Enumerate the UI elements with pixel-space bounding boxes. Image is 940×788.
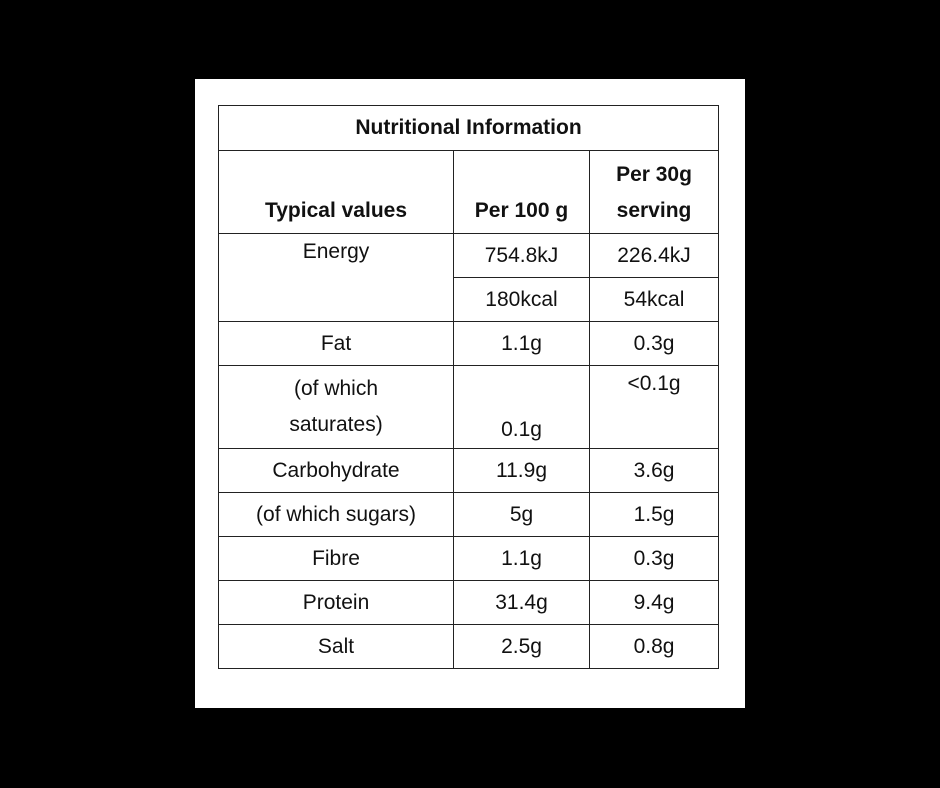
nutrient-value: 0.3g: [588, 321, 720, 366]
nutrient-value: 3.6g: [588, 448, 720, 493]
nutrient-value: 0.3g: [588, 536, 720, 581]
nutrient-value: 1.5g: [588, 492, 720, 537]
table-title: Nutritional Information: [217, 105, 720, 151]
nutrient-name: Fat: [218, 321, 454, 366]
nutrition-table: Nutritional Information Typical values Pe…: [217, 105, 720, 669]
nutrient-name: Carbohydrate: [218, 448, 454, 493]
column-header: Per 100 g: [453, 150, 590, 234]
nutrient-value: 31.4g: [453, 580, 590, 625]
nutrient-name: Salt: [218, 624, 454, 669]
nutrient-value: 1.1g: [453, 536, 590, 581]
nutrient-value: 5g: [453, 492, 590, 537]
nutrient-value: 226.4kJ: [588, 233, 720, 278]
nutrient-row: Carbohydrate 11.9g 3.6g: [218, 448, 720, 493]
nutrient-value: <0.1g: [588, 365, 720, 449]
nutrient-row: Fibre 1.1g 0.3g: [218, 536, 720, 581]
nutrient-row: Protein 31.4g 9.4g: [218, 580, 720, 625]
label-panel: Nutritional Information Typical values Pe…: [195, 79, 745, 708]
nutrient-row: 180kcal 54kcal: [219, 277, 720, 322]
nutrient-name: Energy: [218, 233, 454, 322]
column-header: Typical values: [218, 150, 454, 234]
nutrient-row: (of which sugars) 5g 1.5g: [218, 492, 720, 537]
nutrient-row: Salt 2.5g 0.8g: [218, 624, 720, 669]
nutrient-name: Fibre: [218, 536, 454, 581]
nutrient-value: 54kcal: [588, 277, 720, 322]
nutrient-value: 0.8g: [588, 624, 720, 669]
nutrient-value: 180kcal: [453, 277, 590, 322]
nutrient-name: (of which sugars): [218, 492, 454, 537]
nutrient-name: Protein: [218, 580, 454, 625]
nutrient-value: 1.1g: [453, 321, 590, 366]
title-row: Nutritional Information: [217, 105, 720, 151]
nutrient-value: 2.5g: [453, 624, 590, 669]
table-body: Nutritional Information Typical values Pe…: [217, 105, 720, 669]
column-header: Per 30g serving: [588, 150, 720, 234]
nutrient-row: Fat 1.1g 0.3g: [218, 321, 720, 366]
nutrient-value: 9.4g: [588, 580, 720, 625]
nutrient-row: Energy 754.8kJ 226.4kJ: [218, 233, 720, 322]
nutrient-value: 754.8kJ: [453, 233, 590, 278]
nutrient-name: (of which saturates): [218, 365, 454, 449]
nutrient-row: (of which saturates) 0.1g <0.1g: [218, 365, 720, 449]
nutrient-value: 0.1g: [453, 365, 590, 449]
nutrient-value: 11.9g: [453, 448, 590, 493]
header-row: Typical values Per 100 g Per 30g serving: [218, 150, 720, 234]
